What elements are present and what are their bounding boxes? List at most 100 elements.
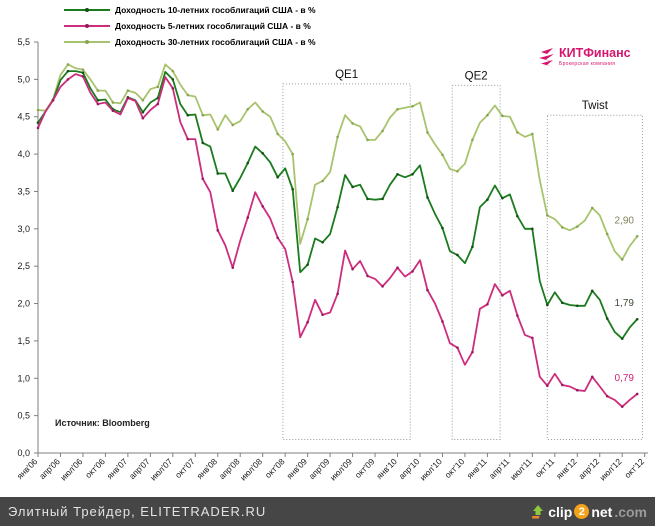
series-marker-5y [201,177,205,181]
x-tick-label: апр'11 [487,456,512,481]
series-marker-30y [231,123,235,127]
series-marker-5y [216,229,220,232]
series-marker-10y [171,78,175,81]
series-marker-5y [531,336,534,340]
series-marker-30y [36,108,40,112]
series-marker-30y [126,89,130,92]
series-marker-5y [486,302,489,306]
x-tick-label: янв'09 [284,456,309,481]
x-tick-label: апр'10 [397,456,422,481]
footer-bar: Элитный Трейдер, ELITETRADER.RU clip 2 n… [0,497,655,526]
annotation-label-twist: Twist [582,100,609,112]
x-tick-label: июл'11 [508,456,534,482]
annotation-label-qe2: QE2 [465,70,488,82]
y-tick-label: 0,0 [17,448,30,458]
series-marker-5y [306,320,309,324]
series-marker-30y [546,214,549,217]
clip2net-text-net: net [591,503,613,520]
footer-site-text: Элитный Трейдер, ELITETRADER.RU [8,504,267,519]
clip2net-arrow-icon [532,504,544,518]
legend-line-icon-10y [64,7,110,12]
series-marker-30y [261,110,265,113]
series-marker-30y [66,63,70,66]
legend-marker-icon-30y [85,39,89,44]
series-marker-10y [336,205,339,209]
series-marker-30y [575,225,579,228]
series-marker-5y [546,384,549,388]
end-value-label-30y: 2,90 [615,215,635,226]
series-marker-5y [351,267,354,271]
series-marker-5y [396,266,399,269]
series-marker-10y [411,172,414,176]
x-tick-label: янв'10 [374,456,399,481]
series-marker-5y [426,288,429,292]
series-marker-5y [276,236,279,240]
kit-finance-logo-icon [539,48,554,67]
series-marker-30y [516,131,519,134]
series-marker-10y [81,71,85,74]
x-tick-label: янв'11 [465,456,489,480]
x-tick-label: июл'06 [58,456,84,482]
series-marker-5y [291,280,294,284]
source-note: Источник: Bloomberg [55,418,150,428]
series-marker-30y [471,138,474,142]
series-marker-10y [351,185,354,189]
series-marker-5y [96,102,100,106]
clip2net-logo[interactable]: clip 2 net .com [530,504,647,520]
series-marker-10y [261,152,265,155]
series-marker-10y [231,189,235,193]
x-tick-label: апр'12 [576,456,601,481]
x-tick-label: апр'09 [307,456,332,481]
series-marker-30y [96,89,100,92]
series-marker-5y [605,394,609,398]
x-tick-label: июл'09 [328,456,354,482]
legend-marker-icon-5y [85,23,89,28]
x-tick-label: янв'12 [554,456,579,481]
x-tick-label: апр'08 [217,456,242,481]
series-marker-30y [81,68,85,71]
clip2net-text-2: 2 [574,504,590,519]
x-tick-label: окт'11 [533,456,556,479]
series-marker-5y [620,405,624,408]
series-marker-10y [531,227,534,231]
series-marker-10y [426,196,429,199]
end-value-label-10y: 1,79 [615,298,635,309]
y-tick-label: 4,5 [17,112,30,122]
y-tick-label: 1,5 [17,336,30,346]
series-marker-10y [66,69,70,73]
series-marker-30y [246,107,250,111]
series-marker-10y [516,214,519,218]
series-marker-30y [381,129,384,133]
series-marker-30y [171,69,175,73]
series-marker-10y [605,317,609,320]
x-tick-label: июл'08 [238,456,264,482]
series-marker-30y [426,131,429,134]
series-marker-10y [96,98,100,102]
kit-finance-logo: КИТФинанс Брокерская компания [534,47,631,69]
legend-line-icon-30y [64,39,110,44]
series-marker-10y [546,303,549,307]
y-tick-label: 2,0 [17,299,30,309]
series-marker-5y [381,285,384,288]
chart-plot-area: QE1 QE2 Twist 5,5 5,0 4,5 4,0 3,5 3,0 2,5 2,0 1,5 1,… [15,37,648,482]
series-marker-5y [36,126,40,130]
series-marker-10y [635,317,639,321]
series-marker-30y [561,226,564,229]
series-marker-30y [186,93,190,97]
series-marker-5y [231,266,235,269]
series-marker-5y [590,375,594,379]
legend-item-30y: Доходность 30-летних гособлигаций США - … [64,35,316,48]
x-tick-label: окт'09 [353,456,377,480]
series-marker-30y [141,98,145,102]
series-marker-30y [336,135,339,139]
x-tick-label: окт'06 [83,456,107,480]
y-tick-label: 4,0 [17,149,30,159]
chart-legend: Доходность 10-летних гособлигаций США - … [64,3,316,48]
bond-yield-chart: QE1 QE2 Twist 5,5 5,0 4,5 4,0 3,5 3,0 2,5 2,0 1,5 1,… [15,37,648,482]
kit-finance-title: КИТФинанс [559,47,631,60]
legend-label-10y: Доходность 10-летних гособлигаций США - … [115,4,316,15]
series-marker-5y [126,96,130,100]
series-marker-10y [575,304,579,308]
legend-label-5y: Доходность 5-летних гособлигаций США - в… [115,20,311,31]
